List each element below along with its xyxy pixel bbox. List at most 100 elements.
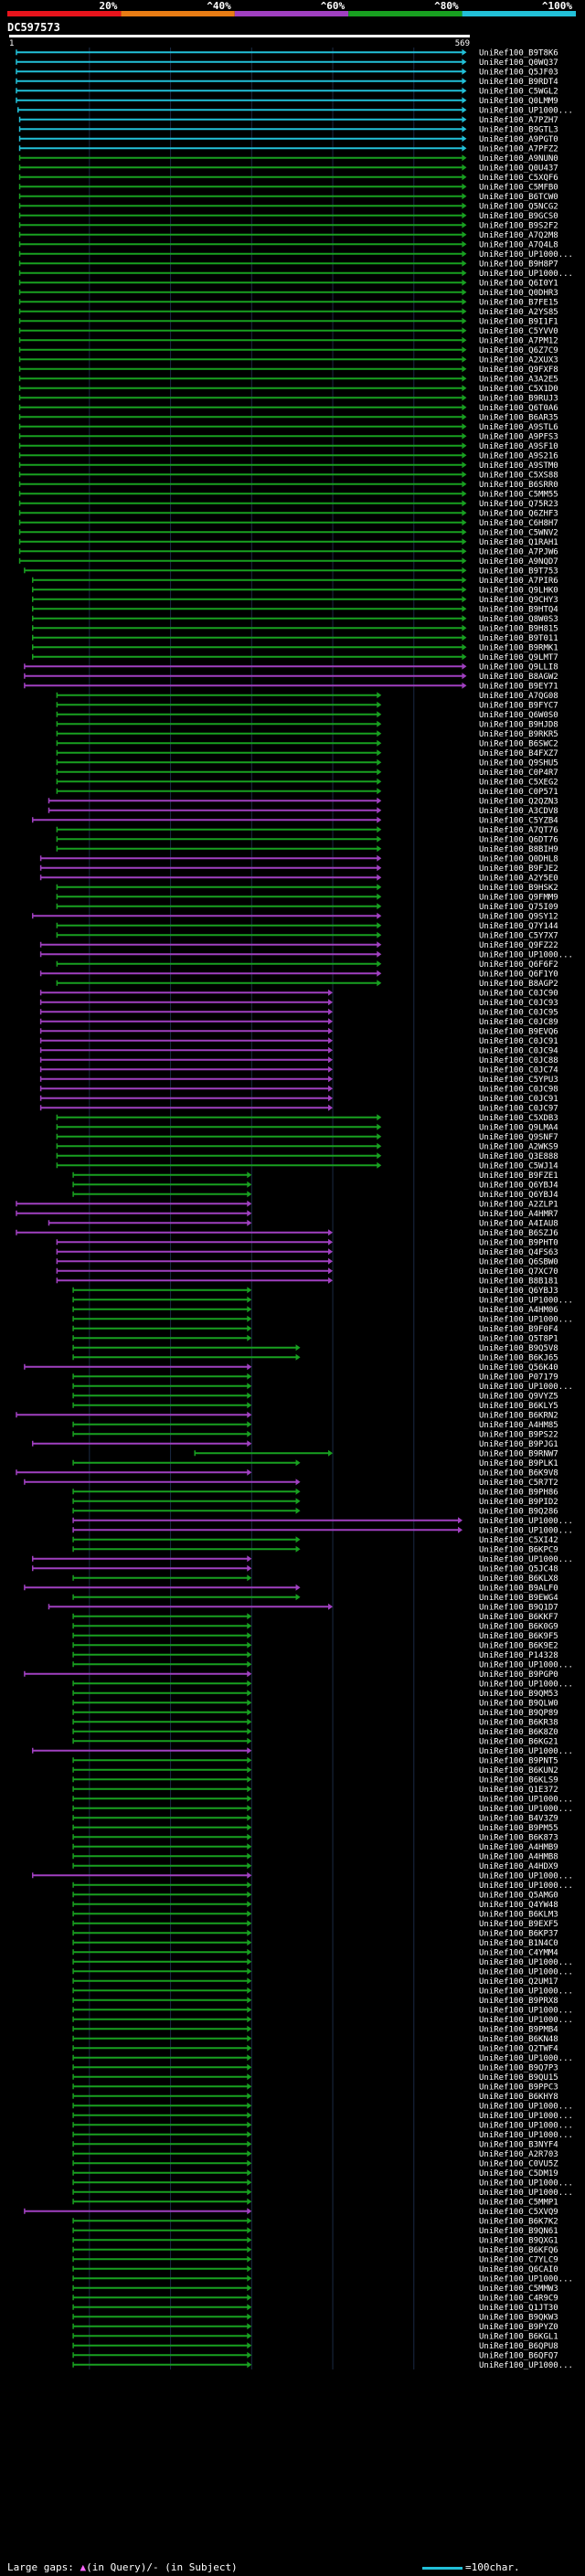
hit-label[interactable]: UniRef100_A4HMB8 xyxy=(479,1852,558,1861)
hit-row[interactable]: UniRef100_A9STL6 xyxy=(18,423,558,432)
hit-label[interactable]: UniRef100_B6QPU8 xyxy=(479,2342,558,2351)
hit-label[interactable]: UniRef100_A7PIR6 xyxy=(479,577,558,586)
hit-row[interactable]: UniRef100_Q0WQ37 xyxy=(16,58,558,68)
hit-row[interactable]: UniRef100_Q1JT30 xyxy=(72,2304,558,2313)
hit-row[interactable]: UniRef100_A2Y5E0 xyxy=(39,874,558,883)
hit-row[interactable]: UniRef100_B9Q7P3 xyxy=(72,2063,558,2072)
hit-label[interactable]: UniRef100_A7PM12 xyxy=(479,336,558,345)
hit-label[interactable]: UniRef100_B9T011 xyxy=(479,634,558,643)
hit-label[interactable]: UniRef100_A2R703 xyxy=(479,2150,558,2159)
hit-label[interactable]: UniRef100_C0JC89 xyxy=(479,1018,558,1027)
hit-label[interactable]: UniRef100_Q5NCG2 xyxy=(479,202,558,211)
hit-label[interactable]: UniRef100_Q6DT76 xyxy=(479,835,558,844)
hit-label[interactable]: UniRef100_B8AGP2 xyxy=(479,980,558,989)
hit-label[interactable]: UniRef100_Q2TWF4 xyxy=(479,2044,558,2053)
hit-label[interactable]: UniRef100_Q75I09 xyxy=(479,903,558,912)
hit-label[interactable]: UniRef100_Q6YBJ3 xyxy=(479,1287,558,1296)
hit-label[interactable]: UniRef100_Q2QZN3 xyxy=(479,797,558,806)
hit-label[interactable]: UniRef100_A2ZLP1 xyxy=(479,1200,558,1209)
hit-label[interactable]: UniRef100_B9PNT5 xyxy=(479,1756,558,1765)
hit-label[interactable]: UniRef100_B6KG21 xyxy=(479,1737,558,1746)
hit-row[interactable]: UniRef100_Q6DT76 xyxy=(56,835,558,844)
hit-row[interactable]: UniRef100_C5X1D0 xyxy=(18,385,558,394)
hit-label[interactable]: UniRef100_UP1000... xyxy=(479,1871,573,1881)
hit-label[interactable]: UniRef100_C5MFB0 xyxy=(479,183,558,192)
hit-row[interactable]: UniRef100_Q56K40 xyxy=(24,1363,558,1373)
hit-label[interactable]: UniRef100_B3NYF4 xyxy=(479,2140,558,2149)
hit-row[interactable]: UniRef100_Q7Y144 xyxy=(56,922,558,931)
hit-label[interactable]: UniRef100_UP1000... xyxy=(479,1296,573,1305)
hit-row[interactable]: UniRef100_A4HMR7 xyxy=(16,1210,558,1219)
hit-label[interactable]: UniRef100_B6K873 xyxy=(479,1833,558,1842)
hit-row[interactable]: UniRef100_UP1000... xyxy=(18,270,573,279)
hit-row[interactable]: UniRef100_Q6SBW0 xyxy=(56,1257,558,1267)
hit-row[interactable]: UniRef100_B4V3Z9 xyxy=(72,1814,558,1823)
hit-row[interactable]: UniRef100_B9QXG1 xyxy=(72,2236,558,2245)
hit-row[interactable]: UniRef100_B3NYF4 xyxy=(72,2140,558,2149)
hit-row[interactable]: UniRef100_Q9CHY3 xyxy=(31,596,558,605)
hit-row[interactable]: UniRef100_C5YVV0 xyxy=(18,327,558,336)
hit-row[interactable]: UniRef100_B9PLK1 xyxy=(72,1459,558,1468)
hit-label[interactable]: UniRef100_Q0WQ37 xyxy=(479,58,558,68)
hit-row[interactable]: UniRef100_B6SWC2 xyxy=(56,739,558,748)
hit-row[interactable]: UniRef100_Q9FXF8 xyxy=(18,366,558,375)
hit-label[interactable]: UniRef100_B6K9F5 xyxy=(479,1632,558,1641)
hit-label[interactable]: UniRef100_B9PMB4 xyxy=(479,2025,558,2034)
hit-row[interactable]: UniRef100_Q6ZHF3 xyxy=(18,509,558,518)
hit-row[interactable]: UniRef100_A7QG08 xyxy=(56,692,558,701)
hit-label[interactable]: UniRef100_B6KFQ6 xyxy=(479,2246,558,2255)
hit-label[interactable]: UniRef100_B4V3Z9 xyxy=(479,1814,558,1823)
hit-label[interactable]: UniRef100_Q9FXF8 xyxy=(479,366,558,375)
hit-row[interactable]: UniRef100_C5Y7X7 xyxy=(56,931,558,940)
hit-label[interactable]: UniRef100_Q4YW48 xyxy=(479,1901,558,1910)
hit-label[interactable]: UniRef100_UP1000... xyxy=(479,2189,573,2198)
hit-row[interactable]: UniRef100_B9EWG4 xyxy=(72,1594,558,1603)
hit-label[interactable]: UniRef100_C5R7T2 xyxy=(479,1479,558,1488)
hit-row[interactable]: UniRef100_B6KFQ6 xyxy=(72,2246,558,2255)
hit-row[interactable]: UniRef100_C5XI42 xyxy=(72,1536,558,1545)
hit-label[interactable]: UniRef100_UP1000... xyxy=(479,2112,573,2121)
hit-row[interactable]: UniRef100_UP1000... xyxy=(72,1967,573,1977)
hit-label[interactable]: UniRef100_C5Y7X7 xyxy=(479,931,558,940)
hit-row[interactable]: UniRef100_A2R703 xyxy=(72,2150,558,2159)
hit-label[interactable]: UniRef100_Q7Y144 xyxy=(479,922,558,931)
hit-label[interactable]: UniRef100_UP1000... xyxy=(479,1680,573,1689)
hit-label[interactable]: UniRef100_B9QXG1 xyxy=(479,2236,558,2245)
hit-row[interactable]: UniRef100_Q2UM17 xyxy=(72,1977,558,1987)
hit-row[interactable]: UniRef100_A4HMB9 xyxy=(72,1843,558,1852)
hit-label[interactable]: UniRef100_A4HMR7 xyxy=(479,1210,558,1219)
hit-row[interactable]: UniRef100_A7QT76 xyxy=(56,826,558,835)
hit-label[interactable]: UniRef100_Q6CAI0 xyxy=(479,2265,558,2274)
hit-row[interactable]: UniRef100_B6AR35 xyxy=(18,413,558,422)
hit-row[interactable]: UniRef100_B6K7K2 xyxy=(72,2217,558,2226)
hit-row[interactable]: UniRef100_B9PID2 xyxy=(72,1498,558,1507)
hit-label[interactable]: UniRef100_B6KJ65 xyxy=(479,1353,558,1362)
hit-label[interactable]: UniRef100_Q9SY12 xyxy=(479,912,558,921)
hit-label[interactable]: UniRef100_B6QFQ7 xyxy=(479,2351,558,2360)
hit-row[interactable]: UniRef100_B6K873 xyxy=(72,1833,558,1842)
hit-row[interactable]: UniRef100_B8AGW2 xyxy=(24,673,558,682)
hit-row[interactable]: UniRef100_UP1000... xyxy=(72,1383,573,1392)
hit-row[interactable]: UniRef100_B9PMB4 xyxy=(72,2025,558,2034)
hit-label[interactable]: UniRef100_B9Q7P3 xyxy=(479,2063,558,2072)
hit-row[interactable]: UniRef100_B6KP37 xyxy=(72,1929,558,1938)
hit-label[interactable]: UniRef100_B9QN61 xyxy=(479,2227,558,2236)
hit-label[interactable]: UniRef100_Q1JT30 xyxy=(479,2304,558,2313)
hit-row[interactable]: UniRef100_Q0U437 xyxy=(18,164,558,173)
hit-row[interactable]: UniRef100_A7PIR6 xyxy=(31,577,558,586)
hit-row[interactable]: UniRef100_B9QP89 xyxy=(72,1709,558,1718)
hit-label[interactable]: UniRef100_B9GCS0 xyxy=(479,212,558,221)
hit-row[interactable]: UniRef100_A7PFZ2 xyxy=(18,144,558,154)
hit-label[interactable]: UniRef100_UP1000... xyxy=(479,950,573,959)
hit-row[interactable]: UniRef100_A9STM0 xyxy=(18,461,558,471)
hit-label[interactable]: UniRef100_B6K8Z0 xyxy=(479,1728,558,1737)
hit-row[interactable]: UniRef100_UP1000... xyxy=(18,250,573,260)
hit-label[interactable]: UniRef100_B9RDT4 xyxy=(479,78,558,87)
hit-row[interactable]: UniRef100_UP1000... xyxy=(72,1987,573,1996)
hit-label[interactable]: UniRef100_A9NUN0 xyxy=(479,154,558,164)
hit-label[interactable]: UniRef100_Q9SHU5 xyxy=(479,758,558,768)
hit-label[interactable]: UniRef100_C0JC91 xyxy=(479,1095,558,1104)
hit-row[interactable]: UniRef100_A7Q4L8 xyxy=(18,240,558,249)
hit-row[interactable]: UniRef100_Q9SHU5 xyxy=(56,758,558,768)
hit-label[interactable]: UniRef100_UP1000... xyxy=(479,1315,573,1324)
